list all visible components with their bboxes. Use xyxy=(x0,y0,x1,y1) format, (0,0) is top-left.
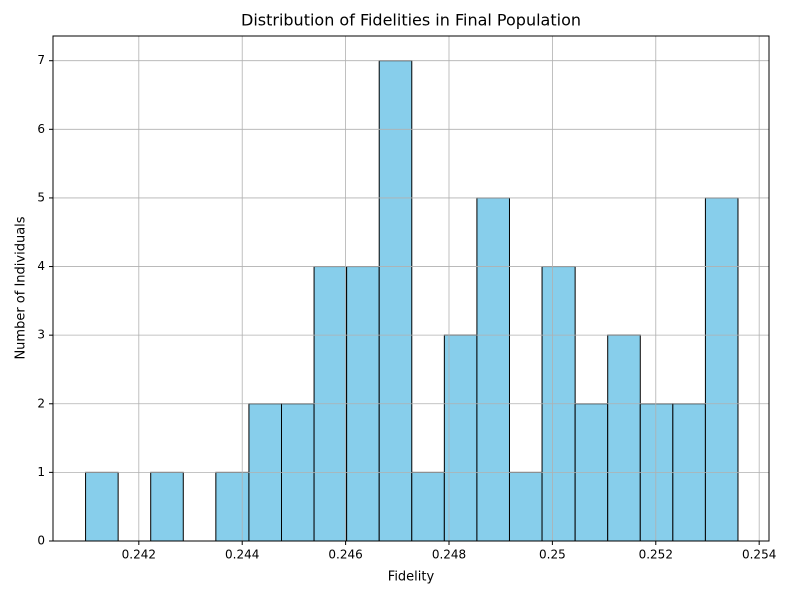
y-tick-label: 7 xyxy=(37,53,45,67)
y-tick-label: 4 xyxy=(37,259,45,273)
bar xyxy=(150,471,184,542)
x-tick-label: 0.248 xyxy=(432,548,466,562)
y-tick-label: 0 xyxy=(37,534,45,548)
bar xyxy=(411,471,445,542)
x-tick-label: 0.246 xyxy=(328,548,362,562)
x-tick-label: 0.242 xyxy=(122,548,156,562)
bar xyxy=(508,471,543,542)
bar xyxy=(215,471,250,542)
y-axis-label: Number of Individuals xyxy=(14,216,29,359)
x-tick-label: 0.252 xyxy=(639,548,673,562)
bar xyxy=(607,334,641,542)
bar xyxy=(378,60,413,542)
y-tick-label: 5 xyxy=(37,190,45,204)
bar xyxy=(476,197,510,542)
bar xyxy=(85,471,119,542)
bar xyxy=(704,197,739,542)
y-tick-label: 2 xyxy=(37,396,45,410)
plot-frame xyxy=(52,35,770,542)
y-tick-label: 3 xyxy=(37,328,45,342)
x-tick-label: 0.254 xyxy=(742,548,776,562)
chart-title: Distribution of Fidelities in Final Popu… xyxy=(241,11,581,30)
y-tick-label: 6 xyxy=(37,122,45,136)
x-axis-label: Fidelity xyxy=(388,570,435,585)
y-tick-label: 1 xyxy=(37,465,45,479)
x-tick-label: 0.244 xyxy=(225,548,259,562)
x-tick-label: 0.25 xyxy=(539,548,566,562)
